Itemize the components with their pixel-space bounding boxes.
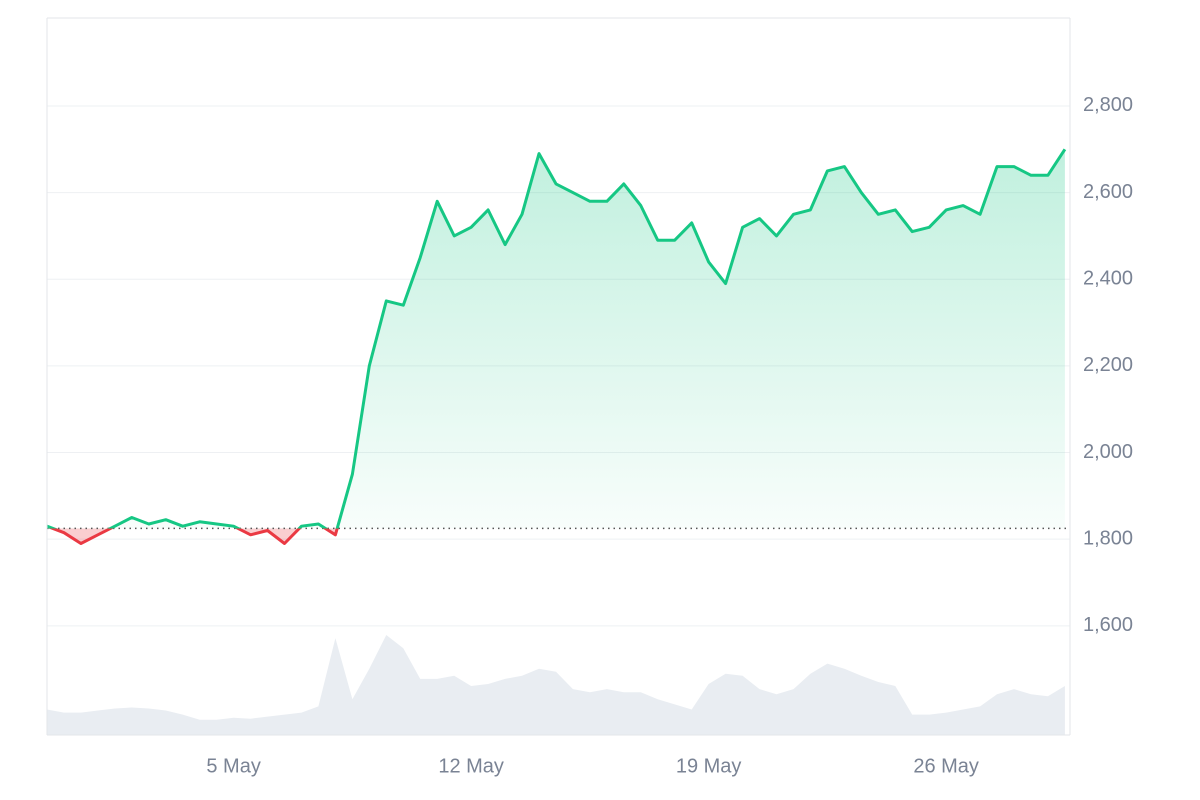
y-tick-label: 1,600 [1083, 614, 1133, 636]
volume-area [47, 635, 1065, 735]
y-tick-label: 1,800 [1083, 527, 1133, 549]
x-tick-label: 5 May [206, 755, 260, 777]
y-tick-label: 2,000 [1083, 441, 1133, 463]
x-tick-label: 19 May [676, 755, 742, 777]
x-tick-label: 12 May [438, 755, 504, 777]
x-tick-label: 26 May [913, 755, 979, 777]
y-tick-label: 2,600 [1083, 181, 1133, 203]
price-area [47, 149, 1065, 544]
y-tick-label: 2,400 [1083, 268, 1133, 290]
y-tick-label: 2,200 [1083, 354, 1133, 376]
y-tick-label: 2,800 [1083, 94, 1133, 116]
price-line [46, 148, 1067, 545]
